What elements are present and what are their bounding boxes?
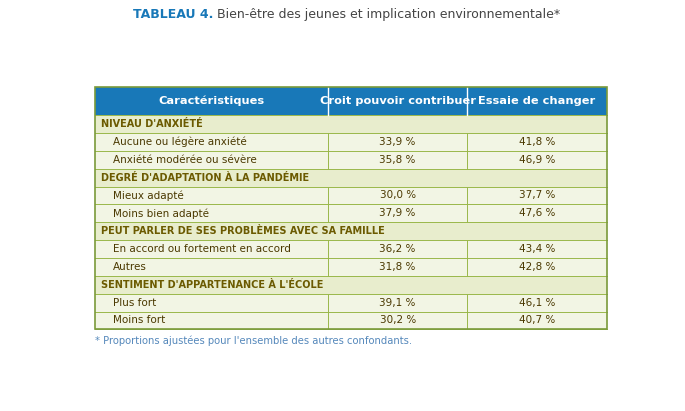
Text: Anxiété modérée ou sévère: Anxiété modérée ou sévère: [113, 155, 257, 165]
Bar: [95, 294, 607, 312]
Text: 35,8 %: 35,8 %: [379, 155, 416, 165]
Text: 37,7 %: 37,7 %: [519, 190, 556, 201]
Text: 46,1 %: 46,1 %: [519, 298, 556, 307]
Bar: [95, 87, 328, 115]
Text: DEGRÉ D'ADAPTATION À LA PANDÉMIE: DEGRÉ D'ADAPTATION À LA PANDÉMIE: [101, 173, 310, 182]
Text: Plus fort: Plus fort: [113, 298, 156, 307]
Bar: [467, 87, 607, 115]
Bar: [328, 87, 467, 115]
Text: Autres: Autres: [113, 262, 147, 272]
Bar: [95, 187, 607, 204]
Text: 43,4 %: 43,4 %: [519, 244, 556, 254]
Bar: [95, 87, 607, 329]
Text: En accord ou fortement en accord: En accord ou fortement en accord: [113, 244, 291, 254]
Text: Aucune ou légère anxiété: Aucune ou légère anxiété: [113, 137, 247, 147]
Text: 47,6 %: 47,6 %: [519, 208, 556, 218]
Text: 41,8 %: 41,8 %: [519, 137, 556, 147]
Text: TABLEAU 4.: TABLEAU 4.: [133, 8, 213, 21]
Text: Caractéristiques: Caractéristiques: [158, 96, 264, 106]
Text: SENTIMENT D'APPARTENANCE À L'ÉCOLE: SENTIMENT D'APPARTENANCE À L'ÉCOLE: [101, 280, 324, 290]
Text: Bien-être des jeunes et implication environnementale*: Bien-être des jeunes et implication envi…: [213, 8, 560, 21]
Text: Essaie de changer: Essaie de changer: [478, 96, 596, 106]
Text: * Proportions ajustées pour l'ensemble des autres confondants.: * Proportions ajustées pour l'ensemble d…: [95, 335, 412, 346]
Text: 36,2 %: 36,2 %: [379, 244, 416, 254]
Text: Croit pouvoir contribuer: Croit pouvoir contribuer: [320, 96, 475, 106]
Bar: [95, 133, 607, 151]
Bar: [95, 240, 607, 258]
Bar: [95, 115, 607, 133]
Bar: [95, 312, 607, 329]
Text: 39,1 %: 39,1 %: [379, 298, 416, 307]
Text: 30,2 %: 30,2 %: [379, 316, 416, 326]
Bar: [95, 151, 607, 169]
Text: Moins fort: Moins fort: [113, 316, 165, 326]
Text: 30,0 %: 30,0 %: [379, 190, 416, 201]
Text: NIVEAU D'ANXIÉTÉ: NIVEAU D'ANXIÉTÉ: [101, 119, 203, 129]
Text: Mieux adapté: Mieux adapté: [113, 190, 184, 201]
Text: PEUT PARLER DE SES PROBLÈMES AVEC SA FAMILLE: PEUT PARLER DE SES PROBLÈMES AVEC SA FAM…: [101, 226, 385, 236]
Text: Moins bien adapté: Moins bien adapté: [113, 208, 209, 219]
Text: 40,7 %: 40,7 %: [519, 316, 556, 326]
Text: 37,9 %: 37,9 %: [379, 208, 416, 218]
Text: 31,8 %: 31,8 %: [379, 262, 416, 272]
Bar: [95, 169, 607, 187]
Bar: [95, 276, 607, 294]
Text: 42,8 %: 42,8 %: [519, 262, 556, 272]
Bar: [95, 222, 607, 240]
Text: 46,9 %: 46,9 %: [519, 155, 556, 165]
Text: 33,9 %: 33,9 %: [379, 137, 416, 147]
Bar: [95, 258, 607, 276]
Bar: [95, 204, 607, 222]
